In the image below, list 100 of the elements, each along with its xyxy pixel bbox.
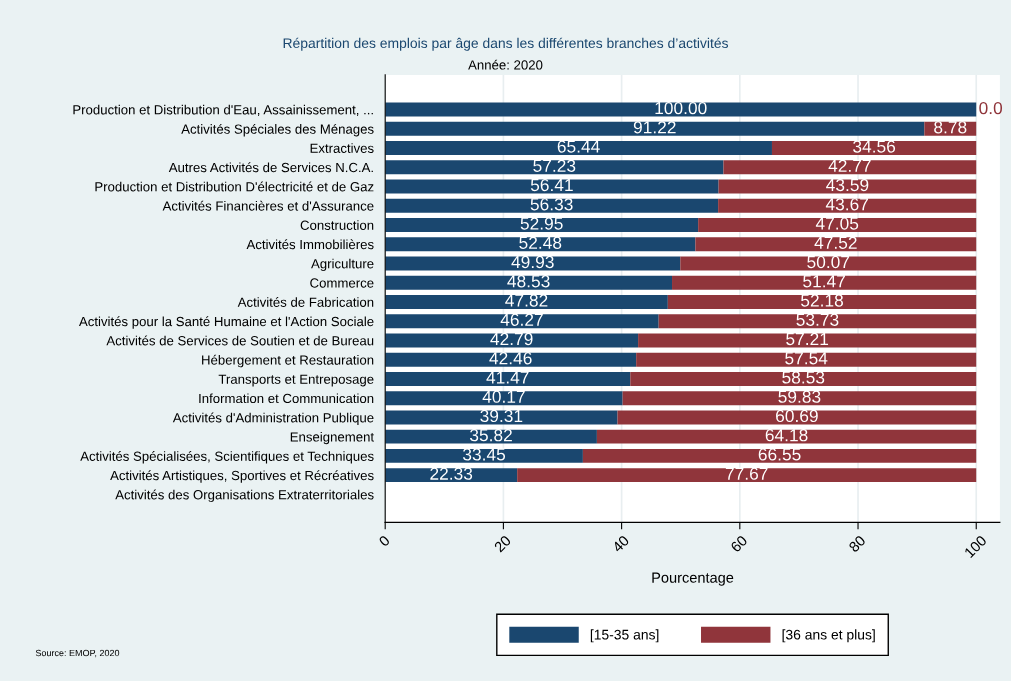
y-tick-label: Activités Artistiques, Sportives et Récréatives (110, 470, 374, 483)
y-tick-label: Activités des Organisations Extraterritoriales (115, 489, 374, 503)
data-label: 57.54 (785, 352, 828, 365)
bar (718, 198, 977, 213)
bar (636, 352, 977, 367)
bar (718, 179, 977, 194)
y-tick-label: Autres Activités de Services N.C.A. (168, 162, 373, 173)
data-label: 8.78 (934, 121, 967, 134)
y-tick-label: Activités de Fabrication (237, 297, 374, 307)
bar (672, 275, 977, 290)
bar (517, 468, 977, 483)
bar (622, 391, 977, 406)
bar (385, 121, 925, 136)
bar (658, 314, 977, 329)
bar (385, 102, 977, 117)
bar (582, 449, 977, 463)
data-label: 43.59 (826, 178, 869, 192)
data-label: 40.17 (482, 390, 525, 403)
y-tick-label: Production et Distribution D'électricité et de Gaz (95, 181, 374, 192)
x-axis-title: Pourcentage (652, 572, 734, 586)
y-tick-label: Transports et Entreposage (218, 374, 374, 387)
x-tick-label: 80 (848, 534, 867, 553)
x-tick-label: 0 (378, 534, 391, 548)
data-label: 60.69 (776, 409, 818, 423)
data-label: 77.67 (725, 467, 768, 480)
data-label: 50.07 (807, 255, 850, 269)
bar (385, 160, 724, 175)
data-label: 34.56 (853, 140, 896, 153)
bar (385, 468, 518, 483)
chart-title: Répartition des emplois par âge dans les différentes branches d’activités (283, 37, 729, 51)
data-label: 53.73 (796, 313, 839, 326)
bar (385, 141, 772, 155)
bar (385, 372, 631, 386)
x-tick-label: 40 (611, 534, 630, 553)
y-tick-label: Activités Immobilières (246, 239, 374, 250)
bar (385, 179, 719, 194)
source-note: Source: EMOP, 2020 (35, 649, 120, 658)
data-label: 42.79 (490, 332, 533, 346)
data-label: 42.77 (828, 159, 871, 172)
bar (385, 449, 583, 463)
bar (698, 218, 977, 232)
data-label: 39.31 (480, 409, 523, 423)
data-label: 57.21 (786, 332, 829, 346)
data-label: 47.52 (814, 236, 857, 249)
data-label: 91.22 (633, 121, 676, 134)
data-label: 57.23 (533, 159, 576, 172)
y-tick-label: Activités de Services de Soutien et de Bureau (106, 335, 374, 346)
bar (385, 275, 673, 290)
bar (630, 372, 977, 386)
data-label: 43.67 (825, 198, 869, 211)
bar (385, 352, 637, 367)
bar (385, 256, 681, 271)
bar (638, 333, 977, 348)
data-label: 100.00 (655, 101, 707, 115)
bar (771, 141, 977, 155)
data-label: 46.27 (500, 313, 543, 326)
y-tick-label: Agriculture (311, 258, 374, 272)
data-label: 35.82 (469, 429, 512, 442)
data-label: 51.47 (803, 275, 845, 288)
bar (385, 333, 639, 348)
bar (680, 256, 977, 271)
y-tick-label: Production et Distribution d'Eau, Assainissement, ... (73, 104, 373, 117)
data-label: 22.33 (430, 467, 473, 480)
data-label: 56.41 (530, 178, 573, 192)
bar (385, 410, 618, 425)
chart-subtitle: Année: 2020 (468, 59, 543, 70)
data-label: 56.33 (530, 198, 573, 211)
data-label: 42.46 (489, 352, 532, 365)
data-label: 48.53 (507, 275, 550, 288)
x-tick-label: 20 (493, 534, 512, 553)
y-tick-label: Activités Financières et d'Assurance (162, 200, 374, 211)
y-tick-label: Commerce (310, 278, 374, 288)
data-label: 64.18 (765, 429, 808, 442)
y-tick-label: Activités pour la Santé Humaine et l'Action Sociale (78, 316, 374, 329)
y-tick-label: Extractives (310, 143, 374, 153)
data-label: 0.0 (979, 101, 1003, 115)
legend-label: [15-35 ans] (590, 629, 659, 643)
bar (695, 237, 977, 252)
bar (385, 429, 597, 444)
bar (385, 314, 659, 329)
y-tick-label: Activités Spéciales des Ménages (181, 123, 374, 137)
data-label: 49.93 (511, 255, 554, 269)
bar (385, 295, 668, 309)
y-tick-label: Enseignement (290, 431, 374, 445)
bar (385, 198, 719, 213)
bar (596, 429, 977, 444)
bar (385, 237, 696, 252)
data-label: 52.48 (519, 236, 562, 249)
x-tick-label: 60 (730, 534, 748, 553)
y-tick-label: Construction (300, 220, 374, 230)
y-tick-label: Activités d'Administration Publique (172, 412, 374, 426)
x-tick-label: 100 (963, 534, 988, 559)
data-label: 59.83 (778, 390, 821, 403)
bar (667, 295, 977, 309)
y-tick-label: Activités Spécialisées, Scientifiques et Techniques (80, 451, 374, 464)
bar (723, 160, 977, 175)
y-tick-label: Information et Communication (199, 393, 374, 404)
bar (617, 410, 977, 425)
y-tick-label: Hébergement et Restauration (202, 354, 374, 368)
bar (385, 218, 699, 232)
